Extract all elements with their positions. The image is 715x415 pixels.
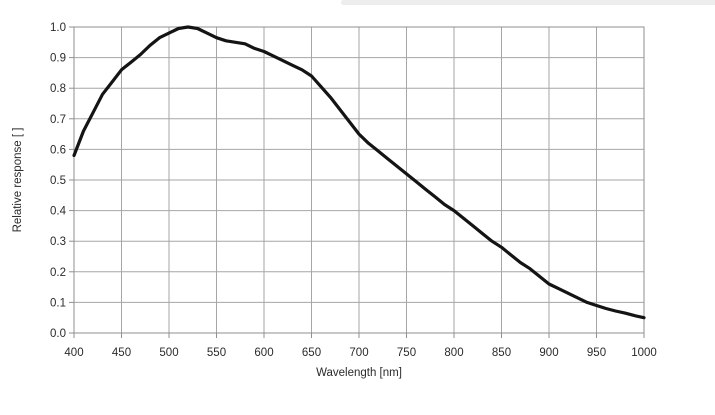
axis-ticks [69, 26, 645, 338]
plot-border [73, 26, 645, 334]
x-tick-label: 700 [349, 347, 368, 359]
x-tick-label: 1000 [631, 347, 657, 359]
x-tick-label: 500 [159, 347, 178, 359]
y-tick-label: 0.5 [50, 175, 66, 187]
x-tick-label: 800 [444, 347, 463, 359]
x-tick-label: 950 [587, 347, 606, 359]
y-axis-title: Relative response [ ] [12, 128, 24, 233]
tick-labels: 400 450 500 550 600 650 700 750 800 850 900 950 1000… [50, 22, 657, 359]
x-tick-label: 550 [207, 347, 226, 359]
x-tick-label: 450 [112, 347, 131, 359]
y-tick-label: 0.6 [50, 144, 66, 156]
x-tick-label: 600 [254, 347, 273, 359]
y-tick-label: 0.3 [50, 236, 66, 248]
y-tick-label: 0.0 [50, 328, 66, 340]
x-tick-label: 400 [64, 347, 83, 359]
y-tick-label: 0.4 [50, 206, 67, 218]
x-tick-label: 650 [302, 347, 321, 359]
y-tick-label: 0.9 [50, 53, 66, 65]
response-curve [72, 25, 646, 320]
y-tick-label: 0.8 [50, 83, 66, 95]
y-tick-label: 0.7 [50, 114, 66, 126]
plot-frame [73, 26, 645, 334]
y-tick-label: 0.1 [50, 297, 66, 309]
top-edge-artifact-bar [341, 0, 715, 5]
y-tick-label: 0.2 [50, 267, 66, 279]
y-tick-label: 1.0 [50, 22, 66, 34]
x-tick-label: 900 [539, 347, 558, 359]
x-tick-label: 750 [397, 347, 416, 359]
x-axis-title: Wavelength [nm] [316, 367, 402, 379]
data-series [72, 25, 646, 320]
x-tick-label: 850 [492, 347, 511, 359]
